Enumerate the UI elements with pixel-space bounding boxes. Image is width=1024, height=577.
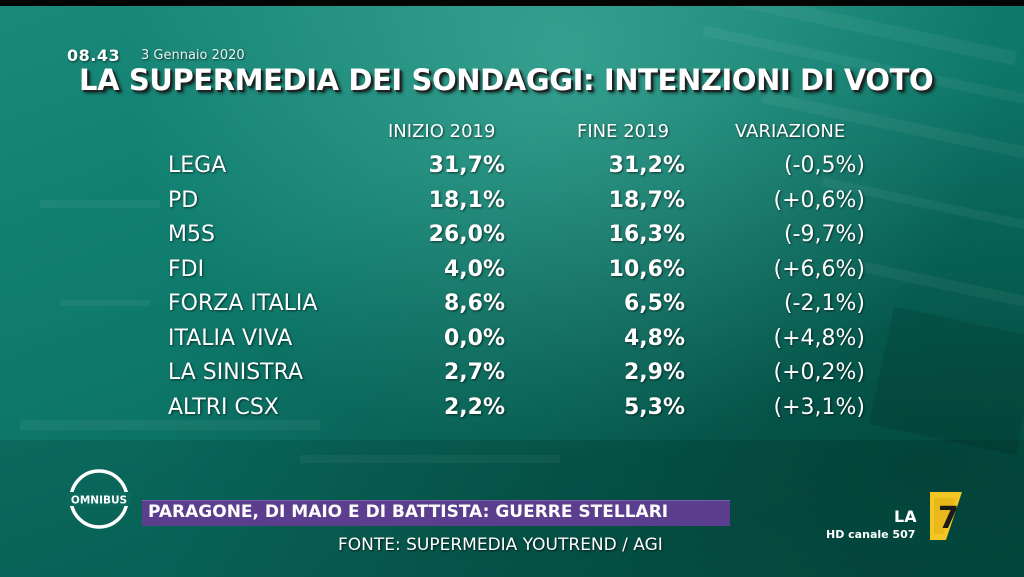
value-change: (+0,2%) [773,360,866,385]
value-end-2019: 16,3% [608,222,685,247]
column-header-end: FINE 2019 [577,121,670,142]
top-black-bar [0,0,1024,6]
value-start-2019: 2,2% [443,395,505,420]
channel-info: HD canale 507 [826,528,916,541]
value-end-2019: 4,8% [623,326,685,351]
value-change: (-2,1%) [784,291,865,316]
party-name: ALTRI CSX [168,395,279,420]
broadcast-time: 08.43 [67,46,121,65]
value-start-2019: 0,0% [443,326,505,351]
party-name: FORZA ITALIA [168,291,318,316]
la7-logo-number: 7 [938,501,959,536]
value-start-2019: 31,7% [428,153,505,178]
value-change: (+3,1%) [773,395,866,420]
omnibus-logo-icon: OMNIBUS [67,469,131,529]
source-caption: FONTE: SUPERMEDIA YOUTREND / AGI [338,535,663,555]
value-end-2019: 18,7% [608,188,685,213]
value-start-2019: 8,6% [443,291,505,316]
value-start-2019: 4,0% [443,257,505,282]
party-name: ITALIA VIVA [168,326,293,351]
value-change: (+4,8%) [773,326,866,351]
value-end-2019: 10,6% [608,257,685,282]
value-start-2019: 2,7% [443,360,505,385]
chart-title: LA SUPERMEDIA DEI SONDAGGI: INTENZIONI D… [79,63,934,97]
column-header-change: VARIAZIONE [735,121,846,142]
value-end-2019: 31,2% [608,153,685,178]
party-name: LA SINISTRA [168,360,304,385]
value-start-2019: 18,1% [428,188,505,213]
party-name: FDI [168,257,205,282]
omnibus-logo-text: OMNIBUS [71,495,127,507]
value-change: (-0,5%) [784,153,865,178]
value-change: (-9,7%) [784,222,865,247]
news-banner [142,500,730,526]
party-name: M5S [168,222,215,247]
value-change: (+0,6%) [773,188,866,213]
la7-logo-text: LA [894,507,917,526]
news-banner-text: PARAGONE, DI MAIO E DI BATTISTA: GUERRE … [148,502,669,522]
value-change: (+6,6%) [773,257,866,282]
value-end-2019: 5,3% [623,395,685,420]
value-end-2019: 2,9% [623,360,685,385]
column-header-start: INIZIO 2019 [388,121,496,142]
value-end-2019: 6,5% [623,291,685,316]
party-name: LEGA [168,153,227,178]
party-name: PD [168,188,199,213]
la7-logo-icon: LA 7 [894,492,962,540]
value-start-2019: 26,0% [428,222,505,247]
broadcast-date: 3 Gennaio 2020 [141,48,245,63]
